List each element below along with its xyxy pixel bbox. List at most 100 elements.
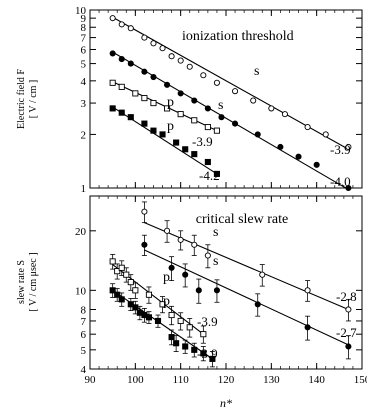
y-tick-label: 5 (81, 59, 87, 71)
x-tick-label: 110 (173, 374, 190, 386)
data-point (109, 105, 116, 112)
data-point (250, 97, 257, 104)
data-point (304, 324, 311, 331)
data-point (109, 15, 116, 22)
data-point (168, 53, 175, 60)
bottom-ylabel: slew rate S (16, 260, 27, 304)
data-point (232, 120, 239, 127)
data-point (200, 331, 207, 338)
x-tick-label: 140 (308, 374, 325, 386)
data-point (164, 227, 171, 234)
y-tick-label: 8 (81, 22, 87, 34)
x-tick-label: 130 (263, 374, 280, 386)
data-point (191, 151, 198, 158)
series-p-open-square: p -3.9 (109, 79, 220, 149)
bottom-ylabel-units: [ V / cm μsec ] (28, 252, 39, 311)
data-point (168, 334, 175, 341)
data-point (177, 111, 184, 118)
series-s-filled-circle: s -2.7 (141, 234, 357, 360)
series-p-filled-square: p -3.9 (109, 283, 218, 368)
data-point (213, 287, 220, 294)
data-point (118, 56, 125, 63)
data-point (295, 153, 302, 160)
data-point (191, 117, 198, 124)
data-point (218, 114, 225, 121)
x-tick-label: 150 (354, 374, 367, 386)
y-tick-label: 4 (81, 76, 87, 88)
series-p-filled-square: p -4.2 (109, 105, 220, 183)
data-point (204, 123, 211, 131)
data-point (168, 311, 175, 319)
y-tick-label: 6 (81, 44, 87, 56)
y-tick-label: 10 (75, 285, 87, 297)
data-point (150, 100, 157, 107)
data-point (277, 143, 284, 151)
data-point (118, 21, 125, 28)
series-label: s (218, 98, 223, 113)
data-point (145, 314, 152, 321)
y-tick-label: 20 (75, 226, 87, 238)
bottom-y-axis-label: slew rate S (16, 260, 27, 304)
data-point (114, 291, 121, 298)
data-point (173, 139, 180, 146)
y-tick-label: 3 (81, 98, 87, 110)
data-point (259, 271, 266, 278)
data-point (204, 158, 211, 166)
data-point (177, 236, 184, 243)
data-point (304, 123, 311, 131)
data-point (254, 131, 261, 138)
y-tick-label: 5 (81, 345, 87, 357)
data-point (109, 287, 116, 294)
y-tick-label: 8 (81, 304, 87, 316)
data-point (200, 72, 207, 79)
bottom-y-axis-units: [ V / cm μsec ] (28, 252, 39, 311)
data-point (150, 127, 157, 134)
data-point (345, 143, 352, 151)
data-point (118, 83, 125, 90)
slope-label: -3.9 (192, 134, 213, 149)
data-point (150, 40, 157, 47)
top-ylabel: Electric field F (16, 69, 27, 129)
slope-label: -4.2 (199, 168, 220, 183)
series-label: s (213, 254, 218, 269)
data-point (177, 317, 184, 325)
data-point (141, 120, 148, 127)
series-label: p (167, 119, 174, 134)
critical-slew-rate-panel: 4 5 678 10 20 90 100 110 120 130 140 150 s -2.8 s -2.7… (16, 195, 367, 410)
series-label: p (163, 294, 170, 309)
data-point (182, 343, 189, 350)
data-point (159, 45, 166, 52)
data-point (164, 81, 171, 88)
y-tick-label: 4 (81, 364, 87, 376)
data-point (114, 268, 121, 275)
data-point (254, 301, 261, 308)
data-point (141, 95, 148, 102)
data-point (127, 114, 134, 121)
data-point (118, 109, 125, 116)
y-tick-label: 1 (81, 183, 87, 195)
slope-label: -3.9 (197, 314, 218, 329)
data-point (159, 301, 166, 308)
y-tick-label: 2 (81, 129, 87, 141)
series-label: p (167, 95, 174, 110)
slope-label: -2.8 (336, 289, 357, 304)
data-point (168, 264, 175, 271)
series-label: p (163, 270, 170, 285)
data-point (141, 208, 148, 215)
data-point (177, 57, 184, 64)
slope-label: -3.9 (330, 142, 351, 157)
top-ylabel-units: [ V / cm ] (28, 80, 39, 119)
fit-line (112, 51, 349, 191)
top-series: s -3.9 s -4.0 p -3.9 p -4.2 (109, 15, 352, 192)
data-point (304, 287, 311, 294)
data-point (150, 74, 157, 81)
fit-line (144, 222, 349, 310)
top-y-axis-label: Electric field F (16, 69, 27, 129)
data-point (232, 88, 239, 95)
data-point (132, 90, 139, 97)
y-tick-label: 7 (81, 33, 87, 45)
data-point (164, 105, 171, 112)
fit-line (144, 249, 349, 346)
bottom-axes: 4 5 678 10 20 90 100 110 120 130 140 150 (75, 196, 367, 386)
